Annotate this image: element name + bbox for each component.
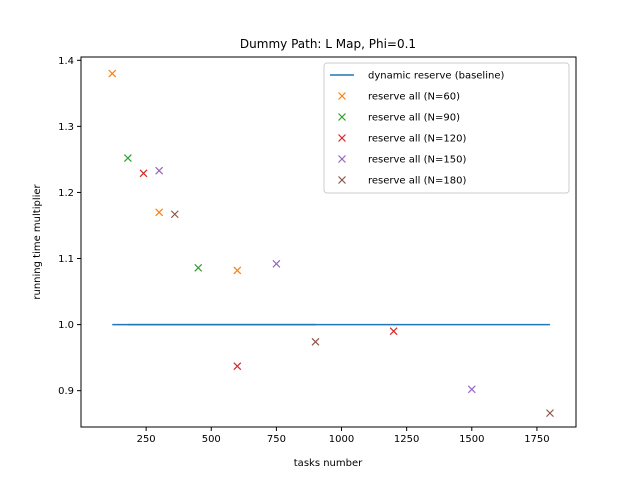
legend-label: reserve all (N=90): [368, 113, 460, 124]
legend-marker: [338, 155, 346, 163]
data-point: [272, 259, 281, 268]
data-point: [155, 208, 164, 217]
legend-item: reserve all (N=60): [338, 92, 460, 103]
data-point: [155, 166, 164, 175]
legend: dynamic reserve (baseline) reserve all (N…: [323, 62, 570, 194]
legend-item: reserve all (N=180): [338, 176, 466, 187]
y-tick-label: 0.9: [58, 386, 74, 397]
legend-item: reserve all (N=150): [338, 155, 466, 166]
legend-label: reserve all (N=150): [368, 155, 466, 166]
x-axis: 250 500 750 1000 1250 1500 1750: [137, 427, 550, 445]
data-point: [170, 210, 179, 219]
x-tick-label: 1750: [524, 434, 549, 445]
data-point: [389, 327, 398, 336]
legend-marker: [338, 134, 346, 142]
y-axis: 0.9 1.0 1.1 1.2 1.3 1.4: [58, 56, 81, 397]
data-point: [108, 69, 117, 78]
x-tick-label: 500: [202, 434, 221, 445]
legend-label: dynamic reserve (baseline): [368, 71, 504, 82]
data-point: [311, 337, 320, 346]
plot-frame: [80, 56, 577, 428]
plot-area: 250 500 750 1000 1250 1500 1750 0.9 1.0 1.1 1.2 1.…: [58, 56, 577, 445]
data-point: [123, 154, 132, 163]
y-axis-label: running time multiplier: [32, 183, 43, 299]
legend-item-baseline: dynamic reserve (baseline): [330, 71, 504, 82]
legend-item: reserve all (N=120): [338, 134, 466, 145]
data-point: [139, 169, 148, 178]
legend-frame: [323, 62, 570, 194]
x-tick-label: 1000: [329, 434, 354, 445]
x-tick-label: 1250: [394, 434, 419, 445]
y-tick-label: 1.1: [58, 254, 74, 265]
legend-marker: [338, 92, 346, 100]
x-tick-label: 750: [267, 434, 286, 445]
x-axis-label: tasks number: [294, 458, 363, 469]
legend-marker: [338, 113, 346, 121]
legend-label: reserve all (N=60): [368, 92, 460, 103]
x-tick-label: 1500: [459, 434, 484, 445]
data-point: [194, 263, 203, 272]
data-point: [233, 362, 242, 371]
y-tick-label: 1.3: [58, 122, 74, 133]
y-tick-label: 1.2: [58, 188, 74, 199]
legend-item: reserve all (N=90): [338, 113, 460, 124]
legend-label: reserve all (N=120): [368, 134, 466, 145]
y-tick-label: 1.4: [58, 56, 74, 67]
y-tick-label: 1.0: [58, 320, 74, 331]
legend-marker: [338, 176, 346, 184]
legend-label: reserve all (N=180): [368, 176, 466, 187]
data-point: [467, 385, 476, 394]
x-tick-label: 250: [137, 434, 156, 445]
data-point: [233, 266, 242, 275]
scatter-points: [108, 69, 554, 418]
data-point: [546, 409, 554, 418]
chart-title: Dummy Path: L Map, Phi=0.1: [240, 37, 416, 51]
